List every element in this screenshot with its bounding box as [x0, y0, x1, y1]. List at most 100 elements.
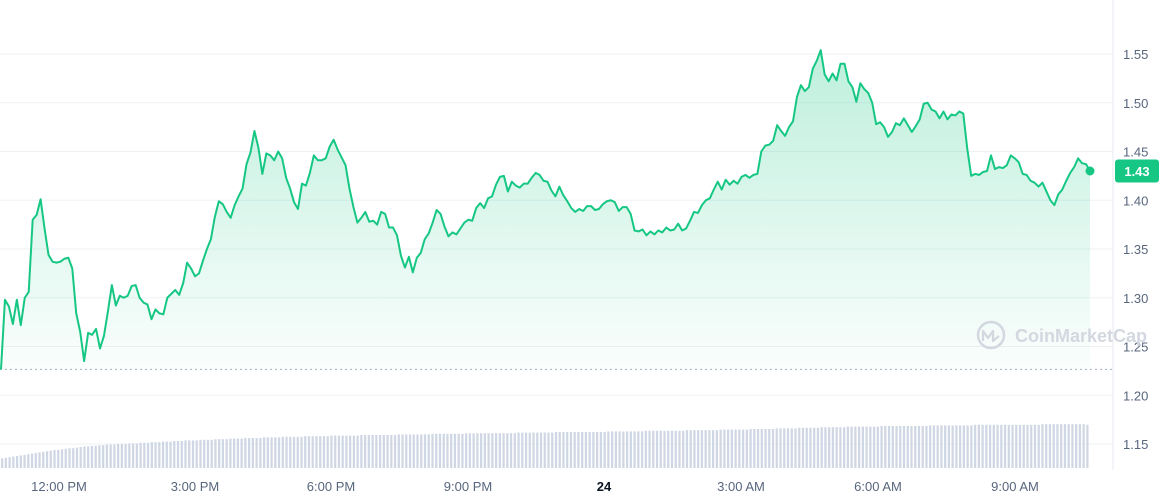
volume-bar — [128, 443, 131, 468]
volume-bar — [135, 443, 138, 468]
volume-bar — [468, 433, 472, 468]
volume-bar — [1015, 424, 1018, 468]
volume-bar — [143, 442, 146, 468]
volume-bar — [42, 451, 45, 468]
volume-bar — [988, 424, 992, 468]
watermark: CoinMarketCap — [976, 320, 1147, 350]
volume-bar — [1056, 424, 1059, 468]
volume-bar — [554, 432, 558, 468]
volume-bar — [734, 429, 737, 468]
volume-bar — [274, 437, 277, 468]
current-price-marker: 1.43 — [1085, 159, 1159, 183]
volume-bar — [1060, 424, 1063, 468]
x-tick-label: 9:00 PM — [444, 479, 492, 494]
volume-bar — [932, 425, 936, 468]
volume-bar — [277, 437, 281, 468]
volume-bar — [596, 432, 599, 468]
volume-bar — [1022, 424, 1025, 468]
volume-bar — [218, 439, 221, 468]
volume-bar — [805, 427, 808, 468]
volume-bar — [262, 437, 266, 468]
volume-bar — [959, 425, 962, 468]
volume-bar — [378, 435, 382, 468]
volume-bar — [117, 444, 120, 468]
volume-bar — [674, 430, 677, 468]
volume-bar — [1086, 424, 1089, 468]
volume-bar — [996, 424, 999, 468]
volume-bar — [435, 433, 438, 468]
y-tick-label: 1.40 — [1123, 193, 1148, 208]
volume-bar — [547, 432, 550, 468]
volume-bar — [876, 426, 879, 468]
volume-bar — [146, 442, 150, 468]
y-tick-label: 1.15 — [1123, 437, 1148, 452]
x-tick-label: 9:00 AM — [991, 479, 1039, 494]
volume-bar — [637, 431, 640, 468]
volume-bar — [341, 435, 344, 468]
y-tick-label: 1.35 — [1123, 242, 1148, 257]
volume-bar — [768, 429, 771, 468]
volume-bar — [225, 439, 228, 468]
volume-bar — [90, 445, 94, 468]
volume-bar — [161, 441, 165, 468]
volume-bar — [584, 432, 588, 468]
volume-bar — [206, 439, 210, 468]
volume-bar — [1000, 424, 1003, 468]
volume-bar — [618, 431, 621, 468]
volume-bar — [360, 435, 363, 468]
volume-bar — [880, 426, 883, 468]
volume-bar — [307, 436, 311, 468]
volume-bar — [285, 436, 288, 468]
volume-bar — [1075, 424, 1078, 468]
volume-bar — [247, 438, 251, 468]
volume-bar — [917, 426, 921, 468]
watermark-text: CoinMarketCap — [1015, 326, 1147, 346]
volume-bar — [60, 449, 64, 468]
volume-bar — [319, 436, 322, 468]
volume-bar — [102, 445, 105, 468]
volume-bar — [337, 435, 341, 468]
volume-bar — [693, 430, 696, 468]
volume-bar — [682, 430, 685, 468]
volume-bar — [914, 426, 917, 468]
volume-bar — [408, 434, 412, 468]
x-tick-label: 3:00 AM — [717, 479, 765, 494]
volume-bar — [715, 430, 719, 468]
volume-bar — [349, 435, 352, 468]
volume-bar — [760, 429, 763, 468]
volume-bar — [281, 436, 284, 468]
volume-bar — [401, 434, 404, 468]
volume-bar — [176, 441, 180, 468]
volume-bar — [169, 441, 172, 468]
volume-bar — [745, 429, 748, 468]
volume-bar — [64, 448, 67, 468]
volume-bar — [719, 429, 722, 468]
volume-bar — [569, 432, 573, 468]
volume-bar — [790, 428, 793, 468]
volume-bar — [386, 435, 389, 468]
volume-bar — [68, 448, 71, 468]
volume-bar — [592, 432, 595, 468]
volume-bar — [405, 434, 408, 468]
volume-bar — [700, 430, 704, 468]
volume-bar — [461, 433, 464, 468]
volume-bar — [4, 457, 7, 468]
price-area-fill — [1, 50, 1090, 370]
volume-bar — [846, 426, 849, 468]
volume-bar — [1071, 424, 1074, 468]
volume-bar — [203, 439, 206, 468]
volume-bar — [165, 441, 168, 468]
volume-bar — [723, 429, 726, 468]
volume-bar — [188, 440, 191, 468]
volume-bar — [259, 438, 262, 468]
volume-bar — [798, 427, 801, 468]
volume-bar — [902, 426, 906, 468]
volume-bar — [296, 436, 299, 468]
volume-bar — [1011, 424, 1014, 468]
volume-bar — [640, 431, 644, 468]
volume-bar — [1003, 424, 1007, 468]
volume-bar — [985, 424, 988, 468]
volume-bar — [498, 433, 501, 468]
volume-bar — [865, 426, 868, 468]
